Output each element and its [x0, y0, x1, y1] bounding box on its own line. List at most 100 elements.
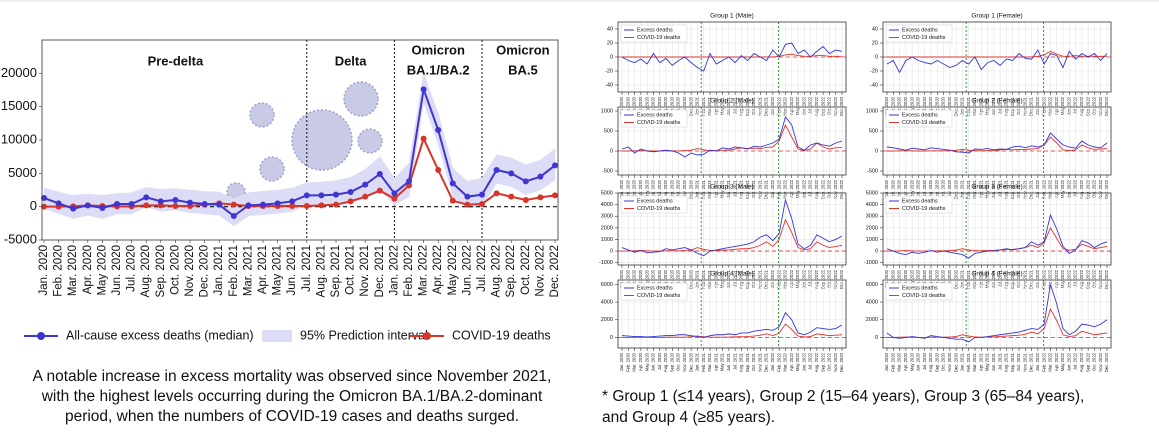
x-tick-label: May 2021 — [720, 269, 725, 288]
x-tick-label: Dec. 2020 — [688, 269, 693, 289]
x-tick-label: Mar. 2022 — [783, 96, 788, 115]
x-tick-label: Mar. 2022 — [1048, 269, 1053, 288]
x-tick-label: Jun. 2021 — [991, 269, 996, 288]
x-tick-label: Aug. 2022 — [1079, 352, 1084, 372]
x-tick-label: Jan. 2021 — [960, 269, 965, 288]
y-tick-label: -40 — [870, 82, 878, 88]
x-tick-label: Jul. 2021 — [732, 352, 737, 370]
x-tick-label: Jul. 2022 — [808, 269, 813, 287]
legend-swatch — [423, 332, 431, 340]
x-tick-label: Apr. 2022 — [789, 96, 794, 115]
chart-title: Group 2 (Female) — [971, 98, 1022, 105]
chart-title: Group 1 (Female) — [971, 13, 1022, 20]
x-tick-label: Mar. 2021 — [707, 269, 712, 288]
x-tick-label: Dec. 2020 — [688, 352, 693, 372]
y-tick-label: 0 — [610, 335, 613, 341]
x-tick-label: Jan. 2021 — [695, 179, 700, 198]
plot-frame — [41, 39, 559, 241]
x-tick-label: Aug. 2021 — [1004, 179, 1009, 199]
x-tick-label: Jun. 2021 — [726, 269, 731, 288]
x-tick-label: Dec. 2022 — [839, 179, 844, 199]
x-tick-label: Nov. 2021 — [1022, 179, 1027, 198]
y-tick-label: 3000 — [866, 214, 878, 220]
series-marker — [552, 162, 558, 169]
x-tick-label: Jun. 2022 — [801, 352, 806, 371]
series-marker — [362, 181, 369, 188]
x-tick-label: Jul. 2020 — [657, 269, 662, 287]
x-tick-label: Nov. 2020 — [947, 179, 952, 198]
x-tick-label: Oct. 2022 — [1092, 179, 1097, 198]
x-tick-label: Mar. 2020 — [897, 179, 902, 198]
x-tick-label: Mar. 2020 — [897, 352, 902, 371]
x-tick-label: Apr. 2022 — [432, 245, 444, 294]
x-tick-label: Jun. 2022 — [1066, 96, 1071, 115]
phase-label: Omicron — [411, 42, 465, 57]
x-tick-label: May 2022 — [795, 269, 800, 288]
x-tick-label: Dec. 2020 — [688, 179, 693, 199]
x-tick-label: Oct. 2021 — [1016, 96, 1021, 115]
x-tick-label: Aug. 2020 — [663, 96, 668, 116]
series-marker — [318, 202, 325, 209]
plot-frame — [882, 192, 1112, 266]
series-marker — [303, 192, 310, 199]
x-tick-label: Dec. 2021 — [764, 96, 769, 116]
legend-label: COVID-19 deaths — [902, 293, 946, 299]
x-tick-label: May 2021 — [272, 245, 284, 296]
y-tick-label: 1000 — [866, 108, 878, 114]
x-tick-label: Oct. 2020 — [941, 96, 946, 115]
x-tick-label: Jun. 2021 — [991, 96, 996, 115]
x-tick-label: Jan. 2022 — [770, 179, 775, 198]
y-tick-label: 10000 — [1, 131, 37, 146]
legend-swatch — [37, 332, 45, 340]
x-tick-label: Nov. 2020 — [682, 96, 687, 115]
x-tick-label: Aug. 2020 — [663, 269, 668, 289]
x-tick-label: Dec. 2020 — [953, 96, 958, 116]
chart-title: Group 3 (Female) — [971, 184, 1022, 191]
phase-label: BA.5 — [508, 62, 538, 77]
x-tick-label: May 2022 — [795, 352, 800, 371]
x-tick-label: Apr. 2022 — [789, 352, 794, 371]
x-tick-label: Jan. 2021 — [213, 245, 225, 296]
series-marker — [172, 203, 179, 209]
x-tick-label: Nov. 2021 — [1022, 269, 1027, 288]
x-tick-label: Mar. 2020 — [897, 269, 902, 288]
series-marker — [230, 201, 237, 208]
caption-line: A notable increase in excess mortality w… — [33, 368, 552, 385]
x-tick-label: Jul. 2021 — [997, 96, 1002, 114]
x-tick-label: Dec. 2021 — [1029, 179, 1034, 199]
x-tick-label: Jun. 2022 — [1066, 269, 1071, 288]
x-tick-label: Jul. 2021 — [301, 245, 313, 292]
series-marker — [552, 192, 558, 199]
x-tick-label: Nov. 2021 — [757, 179, 762, 198]
series-marker — [537, 173, 544, 180]
x-tick-label: Sep. 2022 — [1085, 269, 1090, 289]
x-tick-label: Sep. 2020 — [669, 352, 674, 372]
x-tick-label: Apr. 2021 — [713, 179, 718, 198]
x-tick-label: Apr. 2021 — [257, 245, 269, 294]
x-tick-label: Jul. 2022 — [808, 352, 813, 370]
x-tick-label: Apr. 2020 — [82, 245, 94, 294]
x-tick-label: Jun. 2021 — [726, 179, 731, 198]
x-tick-label: Jun. 2021 — [726, 352, 731, 371]
x-tick-label: Jul. 2020 — [657, 179, 662, 197]
x-tick-label: May 2021 — [985, 179, 990, 198]
x-tick-label: Jul. 2020 — [126, 245, 138, 292]
x-tick-label: Nov. 2022 — [833, 269, 838, 288]
x-tick-label: Dec. 2022 — [1104, 96, 1109, 116]
caption-line: with the highest levels occurring during… — [41, 388, 543, 405]
x-tick-label: Sep. 2020 — [669, 96, 674, 116]
x-tick-label: Nov. 2021 — [757, 269, 762, 288]
x-tick-label: Mar. 2022 — [1048, 179, 1053, 198]
x-tick-label: Oct. 2022 — [827, 352, 832, 371]
x-tick-label: Oct. 2020 — [676, 179, 681, 198]
y-tick-label: -20 — [605, 68, 613, 74]
phase-label: Delta — [335, 53, 368, 68]
y-tick-label: 40 — [607, 26, 613, 32]
x-tick-label: Aug. 2022 — [1079, 179, 1084, 199]
series-line — [621, 311, 843, 338]
y-tick-label: -40 — [605, 82, 613, 88]
x-tick-label: Mar. 2021 — [972, 352, 977, 371]
legend-box — [885, 195, 953, 214]
series-marker — [318, 192, 325, 199]
phase-label: BA.1/BA.2 — [407, 62, 470, 77]
